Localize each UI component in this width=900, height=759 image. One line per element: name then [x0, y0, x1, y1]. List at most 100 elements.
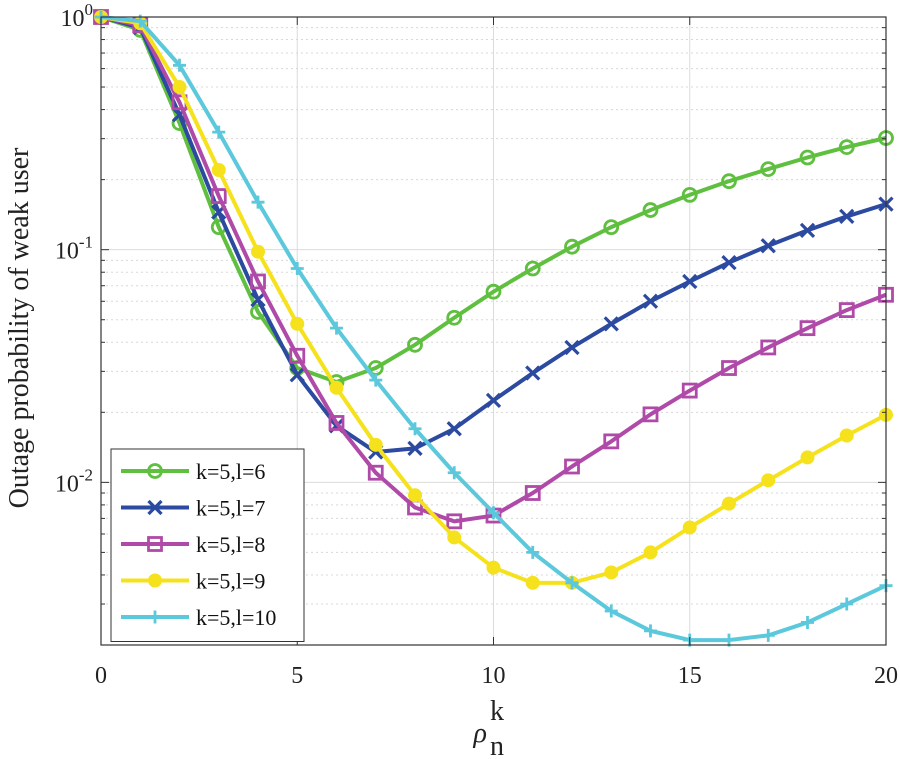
data-point	[250, 291, 266, 308]
legend-marker	[147, 463, 163, 479]
y-axis-label: Outage probability of weak user	[4, 147, 35, 508]
data-point	[604, 604, 618, 618]
data-point	[212, 125, 226, 139]
x-axis-label-subscript: n	[490, 731, 504, 759]
data-point	[838, 302, 855, 318]
data-point	[681, 186, 698, 203]
data-point	[801, 615, 814, 629]
data-point	[839, 208, 855, 225]
data-point	[210, 188, 227, 204]
data-point	[446, 309, 463, 326]
data-point	[564, 458, 580, 475]
x-tick-label: 20	[874, 663, 898, 689]
series-line	[100, 15, 887, 384]
y-tick-label-base: 10	[55, 239, 79, 265]
data-point	[682, 273, 698, 290]
data-point	[839, 428, 854, 443]
data-point	[290, 316, 305, 331]
y-tick-label-exponent: -1	[79, 233, 93, 252]
x-tick-label: 10	[482, 663, 506, 689]
data-point	[524, 260, 541, 277]
data-point	[760, 161, 777, 177]
data-point	[446, 513, 463, 530]
data-point	[408, 422, 422, 436]
data-point	[721, 254, 737, 271]
data-point	[761, 628, 775, 642]
y-tick-label-base: 10	[61, 6, 85, 32]
legend-label: k=5,l=10	[196, 605, 276, 630]
data-point	[368, 437, 383, 452]
data-point	[642, 202, 659, 218]
data-point	[642, 406, 659, 423]
data-point	[447, 530, 462, 545]
legend-marker	[147, 536, 163, 552]
legend-entry: k=5,l=10	[121, 605, 276, 630]
legend-marker	[148, 573, 162, 588]
legend-label: k=5,l=8	[196, 532, 265, 557]
y-tick-label-exponent: 0	[85, 0, 94, 19]
y-tick-label: 100	[61, 0, 94, 32]
data-point	[407, 440, 423, 456]
data-point	[289, 347, 306, 364]
data-point	[681, 382, 698, 399]
legend-marker	[147, 499, 163, 516]
y-tick-label-base: 10	[55, 471, 79, 497]
data-point	[250, 273, 266, 290]
data-point	[721, 173, 737, 190]
data-point	[525, 365, 541, 381]
data-point	[838, 139, 855, 155]
data-point	[722, 496, 736, 511]
data-point	[564, 238, 580, 255]
data-point	[721, 360, 737, 376]
data-point	[526, 545, 540, 559]
x-tick-label: 0	[95, 663, 107, 689]
x-tick-label: 15	[678, 663, 702, 689]
data-point	[603, 316, 619, 332]
x-axis-label-rho: ρ	[473, 718, 487, 749]
data-point	[290, 262, 304, 276]
legend-label: k=5,l=7	[196, 496, 265, 521]
data-point	[643, 545, 658, 560]
x-axis-label-superscript: k	[490, 696, 504, 727]
data-point	[407, 336, 423, 353]
legend-entry: k=5,l=8	[121, 532, 265, 557]
data-point	[329, 380, 344, 395]
data-point	[369, 373, 383, 387]
data-point	[447, 466, 461, 480]
data-point	[525, 575, 540, 590]
data-point	[800, 450, 815, 465]
y-tick-label-exponent: -2	[79, 465, 93, 484]
data-point	[173, 58, 186, 72]
y-tick-label: 10-1	[55, 233, 93, 265]
data-point	[799, 320, 816, 337]
data-point	[682, 520, 697, 535]
data-point	[251, 244, 265, 259]
data-point	[251, 195, 265, 209]
legend: k=5,l=6 k=5,l=7 k=5,l=8 k=5,l=9 k=5,l=10	[110, 448, 305, 642]
data-point	[760, 238, 776, 254]
legend-marker	[148, 610, 162, 624]
data-point	[840, 597, 854, 611]
data-point	[603, 433, 620, 450]
legend-entry: k=5,l=6	[121, 459, 265, 484]
data-point	[644, 624, 657, 638]
data-point	[367, 464, 384, 481]
legend-label: k=5,l=6	[196, 459, 265, 484]
data-point	[408, 488, 422, 503]
data-point	[289, 367, 305, 383]
data-point	[799, 222, 816, 239]
data-point	[761, 473, 776, 488]
data-point	[328, 415, 345, 431]
y-tick-label: 10-2	[55, 465, 93, 497]
legend-entry: k=5,l=9	[121, 569, 265, 594]
data-point	[524, 485, 541, 501]
legend-label: k=5,l=9	[196, 569, 265, 594]
data-point	[565, 576, 579, 590]
data-point	[485, 392, 502, 409]
data-point	[211, 163, 226, 178]
data-point	[760, 339, 777, 356]
data-point	[172, 80, 187, 95]
x-tick-label: 5	[291, 663, 303, 689]
data-point	[485, 283, 502, 300]
